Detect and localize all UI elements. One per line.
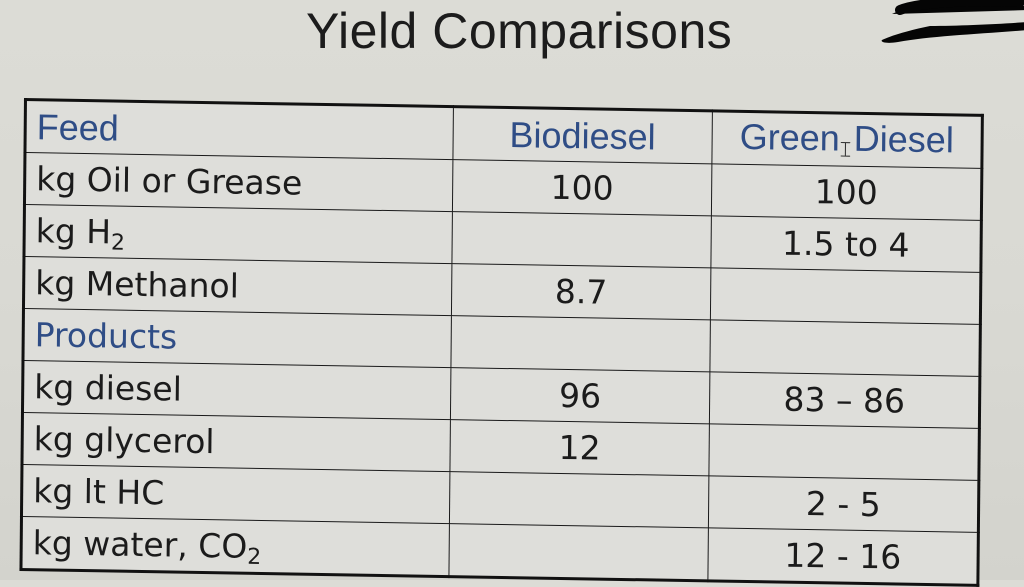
biodiesel-value: 100 bbox=[451, 159, 713, 216]
row-label: kg water, CO2 bbox=[20, 516, 449, 577]
row-label: kg Oil or Grease bbox=[24, 152, 453, 212]
row-label-text: kg lt HC bbox=[33, 471, 165, 513]
green-diesel-value: 100 bbox=[711, 163, 982, 221]
row-label-subscript: 2 bbox=[247, 544, 262, 570]
row-label: kg Methanol bbox=[23, 256, 452, 316]
green-diesel-value: 12 - 16 bbox=[708, 527, 979, 586]
row-label-text: kg H bbox=[35, 211, 112, 252]
green-diesel-value bbox=[710, 267, 981, 325]
header-green-diesel-part1: Green bbox=[739, 115, 840, 159]
biodiesel-value bbox=[450, 315, 711, 372]
biodiesel-value: 8.7 bbox=[450, 263, 712, 320]
header-feed: Feed bbox=[24, 99, 453, 160]
biodiesel-value: 96 bbox=[449, 367, 711, 424]
row-label: kg lt HC bbox=[21, 464, 450, 524]
redaction-scribble bbox=[881, 0, 1024, 43]
text-cursor-icon: 𝙸 bbox=[837, 136, 854, 162]
row-label-subscript: 2 bbox=[110, 230, 126, 256]
row-label-text: kg Oil or Grease bbox=[36, 159, 303, 203]
biodiesel-value bbox=[448, 471, 710, 528]
row-label-text: kg water, CO bbox=[32, 523, 248, 566]
biodiesel-value: 12 bbox=[449, 419, 710, 476]
slide-title: Yield Comparisons bbox=[306, 3, 733, 59]
yield-comparison-table: Feed Biodiesel Green𝙸 Diesel kg Oil or G… bbox=[19, 98, 984, 587]
row-label: kg diesel bbox=[22, 360, 451, 420]
section-label-products: Products bbox=[22, 308, 451, 368]
header-green-diesel-part2: Diesel bbox=[853, 117, 955, 161]
yield-table-container: Feed Biodiesel Green𝙸 Diesel kg Oil or G… bbox=[19, 98, 1007, 587]
row-label-text: kg diesel bbox=[34, 367, 183, 409]
row-label-text: kg Methanol bbox=[35, 263, 240, 306]
biodiesel-value bbox=[448, 523, 709, 581]
green-diesel-value: 2 - 5 bbox=[708, 475, 979, 533]
header-green-diesel: Green𝙸 Diesel bbox=[712, 110, 983, 169]
row-label: kg glycerol bbox=[21, 412, 450, 472]
green-diesel-value: 1.5 to 4 bbox=[711, 215, 982, 273]
green-diesel-value: 83 – 86 bbox=[709, 371, 980, 429]
green-diesel-value bbox=[709, 423, 980, 481]
row-label-text: kg glycerol bbox=[33, 419, 215, 462]
biodiesel-value bbox=[451, 211, 712, 268]
header-biodiesel: Biodiesel bbox=[452, 106, 713, 164]
row-label: kg H2 bbox=[23, 204, 452, 264]
green-diesel-value bbox=[710, 319, 981, 377]
row-label-text: Products bbox=[34, 315, 178, 357]
